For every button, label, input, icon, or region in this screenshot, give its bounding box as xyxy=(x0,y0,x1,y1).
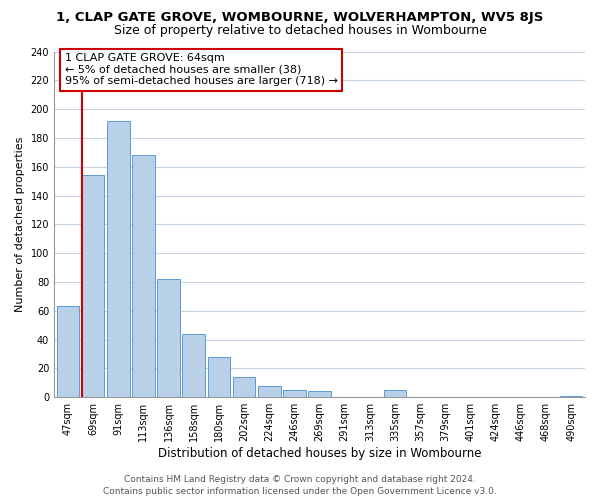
Text: 1, CLAP GATE GROVE, WOMBOURNE, WOLVERHAMPTON, WV5 8JS: 1, CLAP GATE GROVE, WOMBOURNE, WOLVERHAM… xyxy=(56,11,544,24)
Bar xyxy=(157,279,180,397)
X-axis label: Distribution of detached houses by size in Wombourne: Distribution of detached houses by size … xyxy=(158,447,481,460)
Bar xyxy=(283,390,305,397)
Bar xyxy=(107,120,130,397)
Bar xyxy=(258,386,281,397)
Bar xyxy=(82,176,104,397)
Bar xyxy=(308,392,331,397)
Bar xyxy=(208,357,230,397)
Bar xyxy=(56,306,79,397)
Bar xyxy=(132,155,155,397)
Text: Size of property relative to detached houses in Wombourne: Size of property relative to detached ho… xyxy=(113,24,487,37)
Text: Contains HM Land Registry data © Crown copyright and database right 2024.
Contai: Contains HM Land Registry data © Crown c… xyxy=(103,474,497,496)
Bar xyxy=(383,390,406,397)
Bar xyxy=(182,334,205,397)
Y-axis label: Number of detached properties: Number of detached properties xyxy=(15,136,25,312)
Bar xyxy=(560,396,583,397)
Text: 1 CLAP GATE GROVE: 64sqm
← 5% of detached houses are smaller (38)
95% of semi-de: 1 CLAP GATE GROVE: 64sqm ← 5% of detache… xyxy=(65,53,338,86)
Bar xyxy=(233,377,256,397)
